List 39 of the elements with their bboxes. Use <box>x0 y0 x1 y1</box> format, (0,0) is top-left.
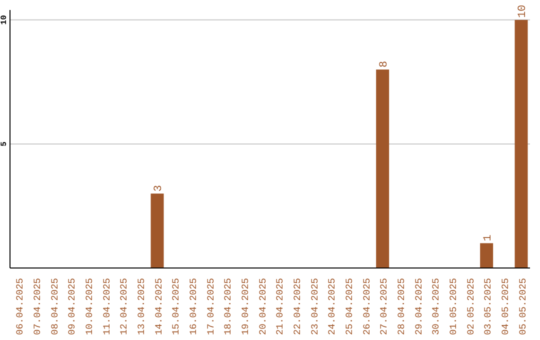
x-tick-label: 11.04.2025 <box>101 278 112 336</box>
x-tick-label: 25.04.2025 <box>344 278 355 336</box>
x-tick-label: 03.05.2025 <box>482 278 494 336</box>
bar <box>514 20 528 268</box>
data-label: 1 <box>482 234 495 242</box>
x-tick-label: 01.05.2025 <box>448 278 459 336</box>
x-tick-label: 12.04.2025 <box>118 278 130 336</box>
y-tick-label: 5 <box>0 141 9 146</box>
x-tick-label: 28.04.2025 <box>396 278 407 336</box>
x-tick-label: 24.04.2025 <box>326 278 338 336</box>
data-label: 8 <box>378 60 391 68</box>
x-tick-label: 19.04.2025 <box>240 278 251 336</box>
x-tick-label: 20.04.2025 <box>257 278 268 336</box>
x-tick-label: 16.04.2025 <box>188 278 199 336</box>
x-tick-label: 27.04.2025 <box>378 278 390 336</box>
x-tick-label: 13.04.2025 <box>136 278 147 336</box>
x-tick-label: 17.04.2025 <box>205 278 216 336</box>
x-tick-label: 18.04.2025 <box>222 278 234 336</box>
x-tick-label: 21.04.2025 <box>274 278 286 336</box>
x-tick-label: 02.05.2025 <box>465 278 476 336</box>
x-tick-label: 07.04.2025 <box>32 278 43 336</box>
x-tick-label: 26.04.2025 <box>361 278 372 336</box>
bar <box>150 194 164 268</box>
x-tick-label: 09.04.2025 <box>66 278 78 336</box>
bar <box>480 243 494 268</box>
data-label: 10 <box>517 4 530 18</box>
x-tick-label: 15.04.2025 <box>170 278 182 336</box>
x-tick-label: 05.05.2025 <box>517 278 528 336</box>
x-tick-label: 14.04.2025 <box>153 278 164 336</box>
bar <box>376 70 390 268</box>
x-tick-label: 22.04.2025 <box>292 278 303 336</box>
x-tick-label: 06.04.2025 <box>14 278 26 336</box>
data-label: 3 <box>153 184 166 192</box>
x-tick-label: 23.04.2025 <box>309 278 320 336</box>
x-tick-label: 04.05.2025 <box>500 278 511 336</box>
x-tick-label: 29.04.2025 <box>413 278 424 336</box>
x-tick-label: 08.04.2025 <box>49 278 60 336</box>
x-tick-label: 30.04.2025 <box>430 278 442 336</box>
x-tick-label: 10.04.2025 <box>84 278 95 336</box>
